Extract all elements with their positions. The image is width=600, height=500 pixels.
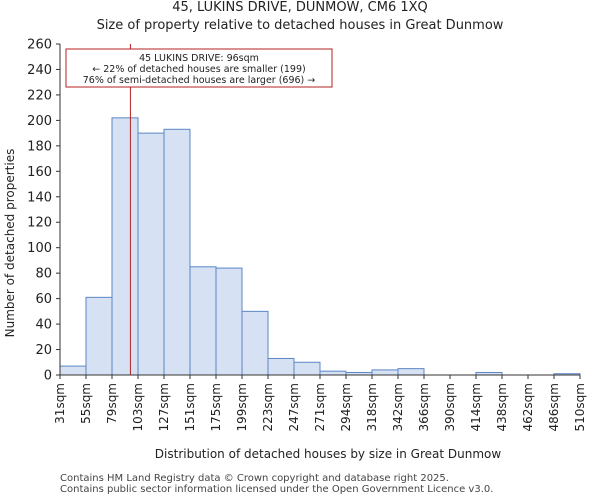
footer-licence: Contains public sector information licen… xyxy=(60,484,494,495)
x-tick-label: 31sqm xyxy=(53,383,67,424)
x-tick-label: 223sqm xyxy=(261,383,275,431)
y-tick-label: 0 xyxy=(44,369,52,384)
y-tick-label: 200 xyxy=(27,114,52,129)
y-tick-label: 220 xyxy=(27,88,52,103)
x-tick-label: 294sqm xyxy=(339,383,353,431)
x-tick-label: 318sqm xyxy=(365,383,379,431)
x-tick-label: 55sqm xyxy=(79,383,93,424)
y-tick-label: 60 xyxy=(35,292,52,307)
x-tick-label: 390sqm xyxy=(443,383,457,431)
bar-55sqm xyxy=(85,296,113,376)
x-tick-label: 438sqm xyxy=(495,383,509,431)
y-tick-label: 140 xyxy=(27,190,52,205)
x-axis-label: Distribution of detached houses by size … xyxy=(155,447,502,461)
x-tick-label: 366sqm xyxy=(417,383,431,431)
y-tick-label: 100 xyxy=(27,241,52,256)
footer-copyright: Contains HM Land Registry data © Crown c… xyxy=(60,473,449,484)
y-tick-label: 80 xyxy=(35,267,52,282)
y-tick-label: 20 xyxy=(35,343,52,358)
y-tick-label: 160 xyxy=(27,165,52,180)
x-tick-label: 486sqm xyxy=(547,383,561,431)
bar-103sqm xyxy=(137,132,165,376)
bar-271sqm xyxy=(319,370,347,376)
property-marker-layer: 45 LUKINS DRIVE: 96sqm← 22% of detached … xyxy=(65,44,333,375)
x-tick-label: 79sqm xyxy=(105,383,119,424)
chart-subtitle: Size of property relative to detached ho… xyxy=(96,18,504,33)
x-tick-label: 151sqm xyxy=(183,383,197,431)
x-tick-label: 103sqm xyxy=(131,383,145,431)
y-ticks-layer: 0 20 40 60 80 100 120 140 160 180 200 220 240 260 xyxy=(27,38,60,384)
x-tick-label: 510sqm xyxy=(573,383,587,431)
x-ticks-layer: 31sqm 55sqm 79sqm 103sqm 127sqm 151sqm 175sqm 1… xyxy=(53,375,587,431)
y-tick-label: 40 xyxy=(35,318,52,333)
x-tick-label: 127sqm xyxy=(157,383,171,431)
bars-layer xyxy=(59,117,581,376)
annotation-line-1: 45 LUKINS DRIVE: 96sqm xyxy=(139,53,259,64)
annotation-line-2: ← 22% of detached houses are smaller (19… xyxy=(92,64,305,75)
bar-318sqm xyxy=(371,369,399,376)
y-axis-label: Number of detached properties xyxy=(3,149,17,338)
bar-151sqm xyxy=(189,266,217,376)
bar-127sqm xyxy=(163,128,191,376)
chart-title: 45, LUKINS DRIVE, DUNMOW, CM6 1XQ xyxy=(172,0,428,15)
bar-31sqm xyxy=(59,365,87,376)
x-tick-label: 175sqm xyxy=(209,383,223,431)
annotation-box xyxy=(65,48,333,88)
chart-svg: 0 20 40 60 80 100 120 140 160 180 200 220 240 260 31s… xyxy=(3,38,587,462)
x-tick-label: 247sqm xyxy=(287,383,301,431)
bar-175sqm xyxy=(215,267,243,376)
bar-223sqm xyxy=(267,357,295,376)
y-tick-label: 180 xyxy=(27,139,52,154)
bar-247sqm xyxy=(293,361,321,376)
annotation-line-3: 76% of semi-detached houses are larger (… xyxy=(83,75,316,86)
x-tick-label: 271sqm xyxy=(313,383,327,431)
y-tick-label: 120 xyxy=(27,216,52,231)
x-tick-label: 414sqm xyxy=(469,383,483,431)
x-tick-label: 199sqm xyxy=(235,383,249,431)
x-tick-label: 342sqm xyxy=(391,383,405,431)
y-tick-label: 260 xyxy=(27,38,52,53)
bar-79sqm xyxy=(111,117,139,376)
y-tick-label: 240 xyxy=(27,63,52,78)
x-tick-label: 462sqm xyxy=(521,383,535,431)
bar-199sqm xyxy=(241,310,269,376)
bar-342sqm xyxy=(397,368,425,376)
